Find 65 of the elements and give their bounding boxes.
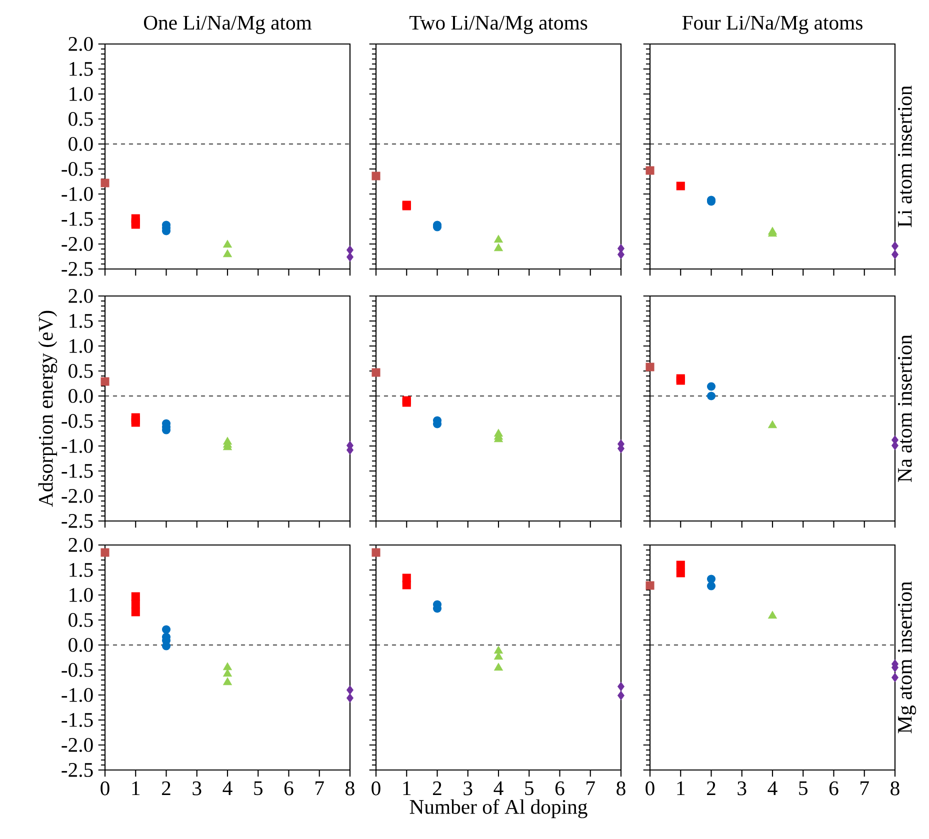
- chart-title: Four Li/Na/Mg atoms: [682, 16, 862, 34]
- x-tick-label: 7: [860, 781, 869, 795]
- y-tick-label: 0.5: [68, 112, 93, 126]
- x-tick-label: 2: [432, 781, 442, 796]
- y-tick-label: 1.0: [70, 86, 93, 102]
- y-tick-label: -1.0: [62, 438, 93, 454]
- y-tick-label: -1.5: [62, 713, 93, 727]
- x-axis-title: Number of Al doping: [410, 799, 588, 818]
- y-tick-label: -1.5: [62, 464, 93, 478]
- y-tick-label: 0.0: [68, 638, 93, 652]
- x-tick-label: 4: [768, 781, 778, 795]
- x-tick-label: 7: [586, 781, 595, 795]
- x-tick-label: 4: [222, 781, 232, 795]
- y-tick-label: -1.0: [62, 186, 93, 202]
- y-tick-label: 1.0: [70, 338, 93, 354]
- y-tick-label: 2.0: [68, 36, 93, 52]
- x-tick-label: 1: [403, 781, 411, 796]
- x-tick-label: 6: [829, 781, 838, 796]
- x-tick-label: 8: [616, 781, 626, 796]
- x-tick-label: 5: [799, 781, 808, 796]
- y-tick-label: -2.5: [62, 262, 93, 276]
- x-tick-label: 0: [372, 781, 380, 796]
- y-tick-label: 0.5: [68, 612, 93, 628]
- x-tick-label: 1: [132, 781, 140, 796]
- x-tick-label: 6: [284, 781, 294, 796]
- x-tick-label: 3: [192, 781, 202, 796]
- y-tick-label: 0.0: [68, 136, 93, 152]
- x-tick-label: 7: [316, 781, 324, 795]
- chart-title: Two Li/Na/Mg atoms: [409, 16, 588, 34]
- y-tick-label: -0.5: [62, 414, 93, 428]
- y-tick-label: -2.0: [62, 488, 93, 504]
- x-tick-label: 1: [677, 781, 685, 796]
- y-axis-title: Adsorption energy (eV): [38, 310, 58, 507]
- y-tick-label: 2.0: [68, 538, 93, 552]
- x-tick-label: 3: [464, 781, 472, 796]
- y-tick-label: -0.5: [62, 662, 93, 678]
- x-tick-label: 4: [494, 781, 504, 795]
- y-tick-label: 1.5: [70, 62, 93, 76]
- chart-title: One Li/Na/Mg atom: [144, 16, 312, 34]
- y-tick-label: 2.0: [68, 288, 93, 304]
- x-tick-label: 5: [254, 781, 262, 796]
- x-tick-label: 0: [100, 781, 110, 796]
- x-tick-label: 2: [162, 781, 170, 796]
- x-tick-label: 3: [738, 781, 746, 796]
- x-tick-label: 6: [555, 781, 564, 796]
- text: Li atom insertion: [898, 86, 912, 228]
- y-tick-label: 1.5: [70, 314, 93, 328]
- x-tick-label: 2: [706, 781, 716, 796]
- y-tick-label: -2.5: [62, 763, 93, 777]
- x-tick-label: 0: [646, 781, 654, 796]
- x-tick-label: 5: [525, 781, 534, 796]
- x-tick-label: 8: [346, 781, 354, 796]
- y-tick-label: -1.5: [62, 212, 93, 226]
- x-tick-label: 8: [890, 781, 900, 796]
- y-tick-label: -2.0: [62, 236, 93, 252]
- y-tick-label: -0.5: [62, 162, 93, 176]
- text: Mg atom insertion: [898, 581, 916, 734]
- y-tick-label: 1.0: [70, 588, 93, 602]
- y-tick-label: -2.5: [62, 514, 93, 528]
- y-tick-label: 1.5: [70, 563, 93, 577]
- y-tick-label: 0.5: [68, 364, 93, 378]
- text: Na atom insertion: [898, 334, 912, 482]
- y-tick-label: -1.0: [62, 688, 93, 702]
- y-tick-label: 0.0: [68, 388, 93, 404]
- y-tick-label: -2.0: [62, 738, 93, 752]
